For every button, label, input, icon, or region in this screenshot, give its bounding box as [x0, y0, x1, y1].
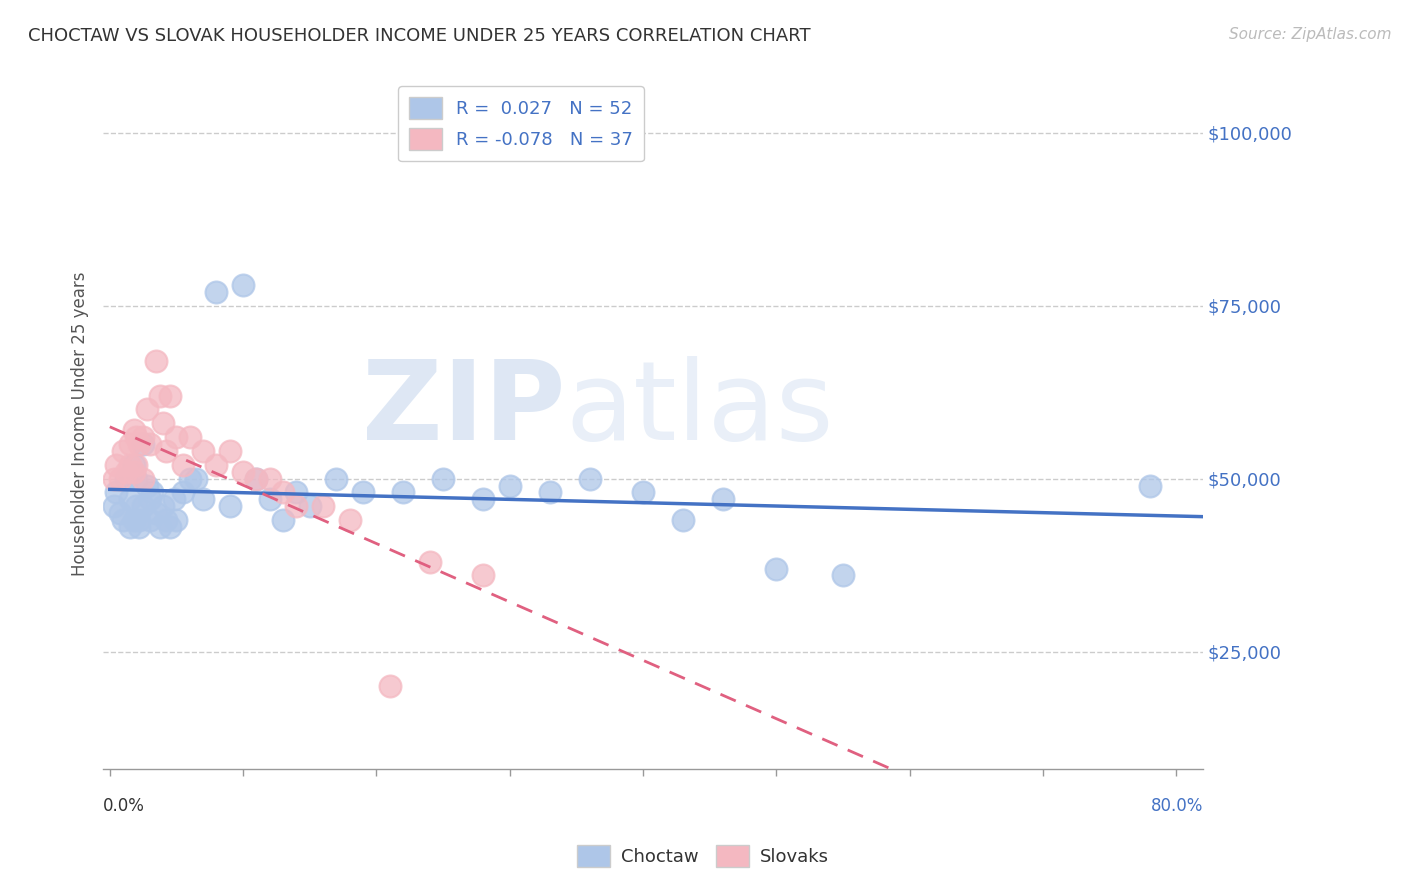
Point	[139, 437, 162, 451]
Text: 80.0%: 80.0%	[1150, 797, 1204, 814]
Point	[259, 472, 281, 486]
Point	[259, 492, 281, 507]
Point	[105, 485, 128, 500]
Point	[271, 513, 294, 527]
Legend: Choctaw, Slovaks: Choctaw, Slovaks	[569, 838, 837, 874]
Point	[152, 417, 174, 431]
Point	[103, 500, 125, 514]
Point	[1139, 478, 1161, 492]
Point	[578, 472, 600, 486]
Point	[179, 472, 201, 486]
Point	[122, 423, 145, 437]
Legend: R =  0.027   N = 52, R = -0.078   N = 37: R = 0.027 N = 52, R = -0.078 N = 37	[398, 87, 644, 161]
Point	[125, 430, 148, 444]
Point	[765, 561, 787, 575]
Point	[245, 472, 267, 486]
Point	[631, 485, 654, 500]
Point	[128, 520, 150, 534]
Point	[132, 430, 155, 444]
Point	[145, 354, 167, 368]
Point	[472, 492, 495, 507]
Point	[392, 485, 415, 500]
Text: 0.0%: 0.0%	[103, 797, 145, 814]
Text: CHOCTAW VS SLOVAK HOUSEHOLDER INCOME UNDER 25 YEARS CORRELATION CHART: CHOCTAW VS SLOVAK HOUSEHOLDER INCOME UND…	[28, 27, 811, 45]
Point	[112, 444, 135, 458]
Text: Source: ZipAtlas.com: Source: ZipAtlas.com	[1229, 27, 1392, 42]
Point	[538, 485, 561, 500]
Point	[118, 520, 141, 534]
Point	[499, 478, 522, 492]
Point	[128, 513, 150, 527]
Point	[155, 513, 177, 527]
Point	[711, 492, 734, 507]
Point	[165, 513, 187, 527]
Point	[159, 520, 181, 534]
Point	[832, 568, 855, 582]
Point	[125, 472, 148, 486]
Point	[298, 500, 321, 514]
Point	[186, 472, 208, 486]
Point	[285, 500, 308, 514]
Point	[132, 472, 155, 486]
Point	[136, 478, 159, 492]
Point	[114, 472, 136, 486]
Point	[122, 513, 145, 527]
Point	[118, 492, 141, 507]
Point	[218, 444, 240, 458]
Point	[132, 437, 155, 451]
Point	[114, 465, 136, 479]
Point	[232, 465, 254, 479]
Point	[141, 485, 163, 500]
Point	[672, 513, 695, 527]
Point	[136, 402, 159, 417]
Point	[159, 388, 181, 402]
Point	[172, 485, 194, 500]
Point	[312, 500, 335, 514]
Point	[245, 472, 267, 486]
Point	[378, 679, 401, 693]
Point	[128, 437, 150, 451]
Point	[432, 472, 454, 486]
Point	[172, 458, 194, 472]
Point	[232, 277, 254, 292]
Point	[285, 485, 308, 500]
Point	[110, 506, 132, 520]
Point	[149, 388, 172, 402]
Point	[110, 472, 132, 486]
Point	[122, 458, 145, 472]
Point	[125, 458, 148, 472]
Point	[139, 492, 162, 507]
Point	[419, 555, 441, 569]
Point	[118, 458, 141, 472]
Point	[339, 513, 361, 527]
Point	[149, 520, 172, 534]
Point	[152, 500, 174, 514]
Point	[191, 444, 214, 458]
Point	[352, 485, 374, 500]
Point	[125, 500, 148, 514]
Point	[163, 492, 186, 507]
Point	[205, 285, 228, 299]
Point	[112, 513, 135, 527]
Point	[103, 472, 125, 486]
Point	[205, 458, 228, 472]
Text: ZIP: ZIP	[361, 356, 565, 463]
Point	[118, 437, 141, 451]
Point	[191, 492, 214, 507]
Point	[165, 430, 187, 444]
Point	[179, 430, 201, 444]
Point	[271, 485, 294, 500]
Point	[472, 568, 495, 582]
Point	[122, 465, 145, 479]
Point	[139, 513, 162, 527]
Point	[325, 472, 347, 486]
Point	[132, 500, 155, 514]
Point	[105, 458, 128, 472]
Y-axis label: Householder Income Under 25 years: Householder Income Under 25 years	[72, 271, 89, 575]
Point	[145, 506, 167, 520]
Point	[155, 444, 177, 458]
Point	[218, 500, 240, 514]
Text: atlas: atlas	[565, 356, 834, 463]
